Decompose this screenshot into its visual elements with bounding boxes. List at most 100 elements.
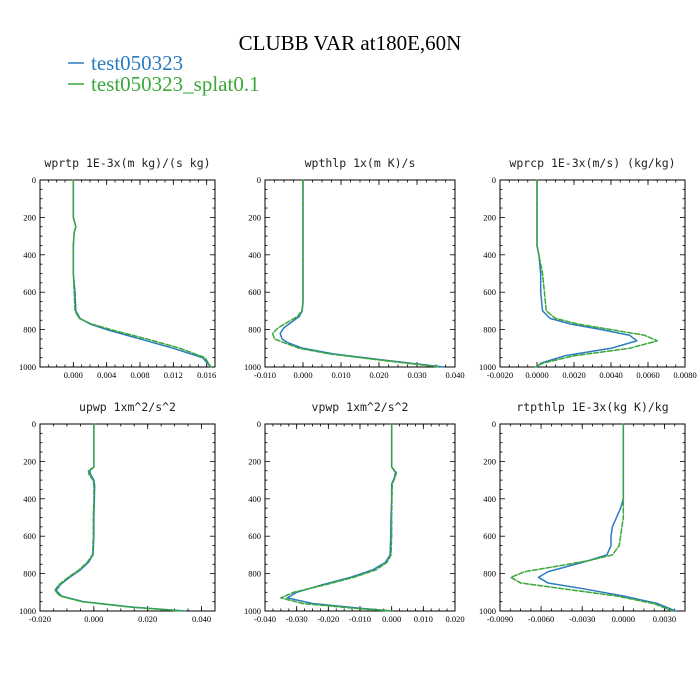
x-tick-label: -0.020 xyxy=(317,614,339,624)
x-tick-label: 0.0080 xyxy=(673,370,696,380)
plot-frame xyxy=(39,423,216,612)
panel-5: vpwp 1xm^2/s^2 0 200 400 600 800 1000-0.040 -0.… xyxy=(244,400,465,624)
series-line-test050323 xyxy=(55,423,187,612)
y-tick-label: 1000 xyxy=(479,362,496,372)
y-tick-label: 400 xyxy=(248,494,261,504)
y-tick-label: 1000 xyxy=(479,606,496,616)
y-tick-label: 0 xyxy=(32,175,36,185)
panel-6: rtpthlp 1E-3x(kg K)/kg02004006008001000-… xyxy=(479,400,686,624)
x-tick-label: 0.000 xyxy=(84,614,103,624)
legend: test050323 test050323_splat0.1 xyxy=(68,51,260,96)
x-tick-label: 0.030 xyxy=(407,370,426,380)
panel-2: wpthlp 1x(m K)/s 0 200 400 600 800 1000-0.010 0… xyxy=(244,156,465,380)
y-tick-label: 600 xyxy=(248,531,261,541)
x-tick-label: 0.0030 xyxy=(653,614,676,624)
y-tick-label: 400 xyxy=(23,250,36,260)
y-tick-label: 400 xyxy=(483,250,496,260)
series-line-splat0-1 xyxy=(280,423,398,612)
x-tick-label: 0.020 xyxy=(445,614,464,624)
y-tick-label: 800 xyxy=(23,569,36,579)
x-tick-label: -0.0030 xyxy=(569,614,595,624)
y-tick-label: 600 xyxy=(23,287,36,297)
series-line-test050323 xyxy=(72,179,212,368)
y-tick-label: 200 xyxy=(248,212,261,222)
y-tick-label: 800 xyxy=(248,569,261,579)
legend-label-2: test050323_splat0.1 xyxy=(91,72,260,96)
y-tick-label: 600 xyxy=(248,287,261,297)
x-tick-label: 0.0020 xyxy=(562,370,585,380)
y-tick-label: 200 xyxy=(248,456,261,466)
panel-title: upwp 1xm^2/s^2 xyxy=(79,400,176,414)
series-line-test050323 xyxy=(536,179,638,368)
x-tick-label: 0.0000 xyxy=(525,370,548,380)
y-tick-label: 400 xyxy=(23,494,36,504)
y-tick-label: 800 xyxy=(23,325,36,335)
x-tick-label: 0.0060 xyxy=(636,370,659,380)
x-tick-label: 0.010 xyxy=(414,614,433,624)
y-tick-label: 600 xyxy=(23,531,36,541)
y-tick-label: 600 xyxy=(483,287,496,297)
plot-frame xyxy=(39,179,216,368)
panel-4: upwp 1xm^2/s^2 0 200 400 600 800 1000-0.020 0.0… xyxy=(19,400,216,624)
figure-title: CLUBB VAR at180E,60N xyxy=(239,31,462,55)
series-line-splat0-1 xyxy=(271,179,441,368)
y-tick-label: 1000 xyxy=(244,362,261,372)
y-tick-label: 1000 xyxy=(19,606,36,616)
x-tick-label: 0.020 xyxy=(138,614,157,624)
x-tick-label: 0.040 xyxy=(445,370,464,380)
plot-frame xyxy=(264,423,456,612)
x-tick-label: 0.012 xyxy=(164,370,183,380)
x-tick-label: -0.040 xyxy=(254,614,276,624)
panel-title: wprtp 1E-3x(m kg)/(s kg) xyxy=(44,156,210,170)
plot-frame xyxy=(499,179,686,368)
x-tick-label: 0.040 xyxy=(192,614,211,624)
series-line-test050323 xyxy=(279,179,445,368)
x-tick-label: -0.0060 xyxy=(528,614,554,624)
panel-3: wprcp 1E-3x(m/s) (kg/kg) 0 200 400 600 800 100… xyxy=(479,156,697,380)
x-tick-label: 0.000 xyxy=(64,370,83,380)
panel-title: wpthlp 1x(m K)/s xyxy=(305,156,416,170)
plot-frame xyxy=(499,423,686,612)
y-tick-label: 0 xyxy=(492,419,496,429)
y-tick-label: 200 xyxy=(483,212,496,222)
x-tick-label: 0.020 xyxy=(369,370,388,380)
panel-title: vpwp 1xm^2/s^2 xyxy=(312,400,409,414)
series-line-test050323 xyxy=(537,423,677,612)
series-line-test050323 xyxy=(286,423,397,612)
y-tick-label: 1000 xyxy=(244,606,261,616)
y-tick-label: 400 xyxy=(483,494,496,504)
x-tick-label: -0.010 xyxy=(349,614,371,624)
y-tick-label: 200 xyxy=(23,212,36,222)
y-tick-label: 0 xyxy=(492,175,496,185)
y-tick-label: 200 xyxy=(483,456,496,466)
y-tick-label: 200 xyxy=(23,456,36,466)
y-tick-label: 800 xyxy=(483,569,496,579)
x-tick-label: 0.016 xyxy=(197,370,216,380)
y-tick-label: 0 xyxy=(32,419,36,429)
x-tick-label: 0.0040 xyxy=(599,370,622,380)
x-tick-label: -0.030 xyxy=(286,614,308,624)
panel-1: wprtp 1E-3x(m kg)/(s kg) 0 200 400 600 800 100… xyxy=(19,156,216,380)
x-tick-label: 0.010 xyxy=(331,370,350,380)
x-tick-label: 0.0000 xyxy=(612,614,635,624)
y-tick-label: 1000 xyxy=(19,362,36,372)
plot-frame xyxy=(264,179,456,368)
x-tick-label: -0.0090 xyxy=(487,614,513,624)
y-tick-label: 0 xyxy=(257,175,261,185)
x-tick-label: 0.000 xyxy=(382,614,401,624)
x-tick-label: 0.000 xyxy=(293,370,312,380)
panel-title: rtpthlp 1E-3x(kg K)/kg xyxy=(516,400,668,414)
x-tick-label: 0.008 xyxy=(130,370,149,380)
y-tick-label: 400 xyxy=(248,250,261,260)
y-tick-label: 800 xyxy=(483,325,496,335)
series-line-splat0-1 xyxy=(534,179,658,368)
legend-label-1: test050323 xyxy=(91,51,183,75)
x-tick-label: -0.010 xyxy=(254,370,276,380)
series-line-splat0-1 xyxy=(72,179,212,368)
panel-title: wprcp 1E-3x(m/s) (kg/kg) xyxy=(509,156,675,170)
series-line-splat0-1 xyxy=(510,423,674,612)
x-tick-label: -0.0020 xyxy=(487,370,513,380)
x-tick-label: -0.020 xyxy=(29,614,51,624)
y-tick-label: 0 xyxy=(257,419,261,429)
